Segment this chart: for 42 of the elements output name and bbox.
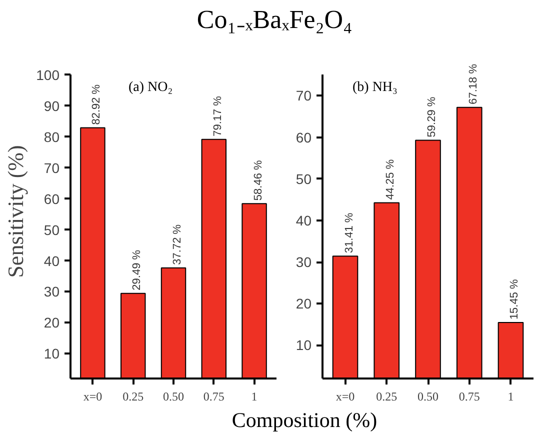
y-tick-label: 80	[44, 128, 60, 145]
data-label: 59.29 %	[426, 96, 438, 138]
x-tick-label: 0.75	[458, 390, 480, 404]
y-tick-label: 50	[296, 170, 312, 187]
y-tick-label: 40	[296, 212, 312, 228]
x-tick-label: x=0	[83, 390, 102, 404]
data-label: 31.41 %	[343, 212, 356, 254]
x-tick-label: 0.25	[376, 390, 398, 404]
x-tick-label: 0.50	[418, 390, 438, 404]
data-label: 58.46 %	[252, 160, 264, 201]
y-tick-label: 70	[296, 88, 312, 104]
x-tick-label: 0.25	[122, 390, 144, 404]
y-tick-label: 10	[44, 346, 60, 362]
y-tick-label: 30	[44, 284, 60, 300]
y-tick-label: 70	[44, 160, 60, 176]
y-tick-label: 60	[296, 129, 312, 146]
y-tick-label: 10	[296, 337, 312, 354]
y-tick-label: 30	[296, 254, 312, 270]
data-label: 82.92 %	[90, 84, 103, 125]
data-label: 79.17 %	[212, 96, 224, 136]
x-tick-label: 1	[251, 390, 258, 404]
y-tick-label: 100	[36, 66, 60, 83]
annotation: (b) NH₃	[352, 80, 398, 95]
annotation: (a) NO₂	[128, 80, 173, 95]
data-label: 44.25 %	[384, 159, 397, 200]
y-tick-label: 20	[44, 314, 60, 331]
y-tick-label: 50	[44, 222, 60, 238]
y-tick-label: 20	[296, 296, 312, 312]
data-label: 37.72 %	[172, 224, 184, 265]
data-label: 15.45 %	[508, 278, 521, 320]
y-tick-label: 90	[44, 98, 60, 114]
x-tick-label: x=0	[336, 390, 355, 404]
y-tick-label: 40	[44, 252, 60, 269]
y-tick-label: 60	[44, 190, 60, 207]
y-axis-title: Sensitivity (%)	[3, 145, 28, 278]
x-tick-label: 1	[508, 390, 514, 404]
data-label: 67.18 %	[467, 64, 480, 104]
x-tick-label: 0.75	[203, 390, 224, 404]
x-axis-title: Composition (%)	[232, 408, 378, 432]
chart-title: Co₁₋ₓBaₓFe₂O₄	[196, 5, 352, 35]
data-label: 29.49 %	[131, 250, 144, 290]
x-tick-label: 0.50	[163, 390, 184, 404]
